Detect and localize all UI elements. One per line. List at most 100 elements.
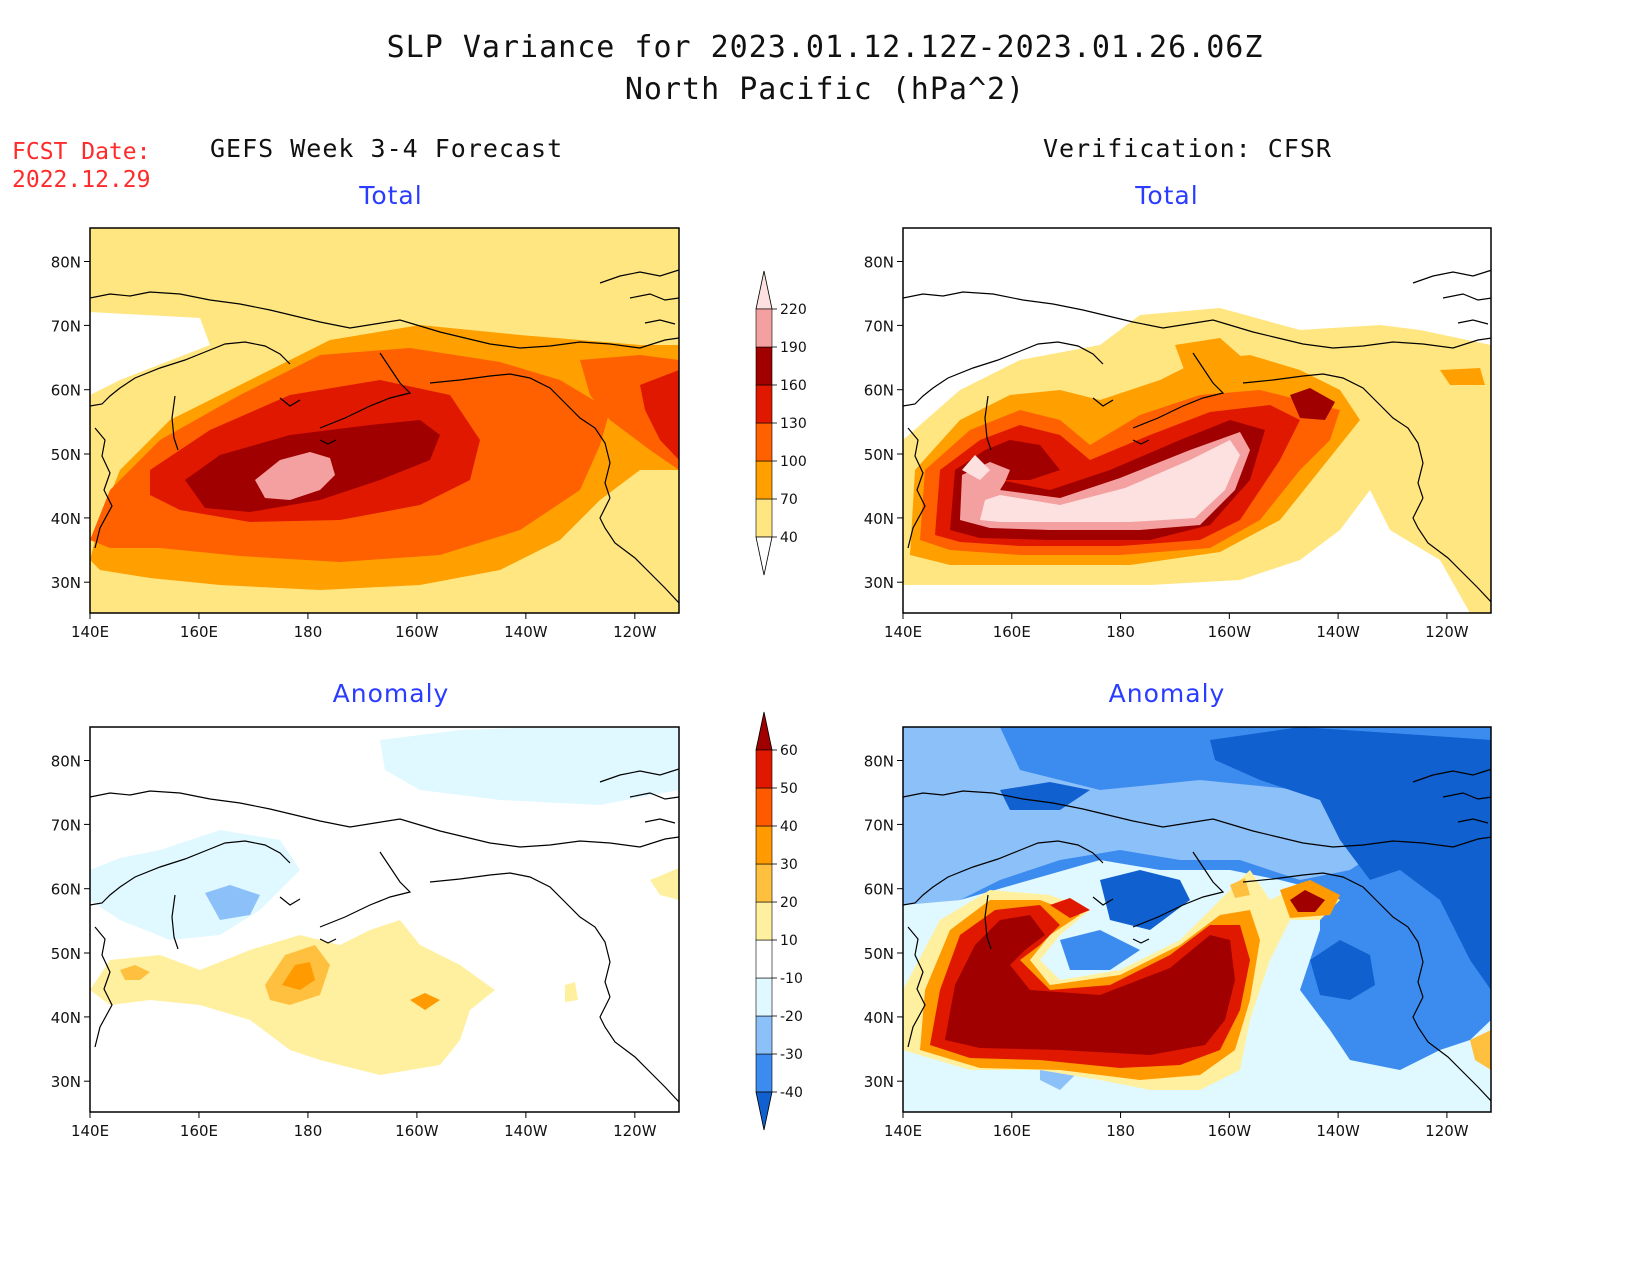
bottom-left-lat-label: 60N bbox=[51, 881, 81, 899]
forecast-date: FCST Date: 2022.12.29 bbox=[12, 138, 150, 194]
top-right-lat-label: 50N bbox=[864, 446, 894, 464]
top-right-subtitle: Total bbox=[1135, 181, 1199, 210]
colorbar-total-swatch bbox=[755, 346, 773, 386]
colorbar-total-swatch bbox=[755, 308, 773, 348]
top-left-lon-label: 120W bbox=[613, 623, 657, 641]
top-left-lon-label: 160W bbox=[395, 623, 439, 641]
top-right-lat-label: 40N bbox=[864, 510, 894, 528]
bottom-left-lon-label: 140E bbox=[71, 1122, 109, 1140]
colorbar-anomaly-label: -40 bbox=[780, 1085, 803, 1101]
top-right-lat-label: 60N bbox=[864, 382, 894, 400]
bottom-left-lon-label: 140W bbox=[504, 1122, 548, 1140]
top-right-lon-label: 160W bbox=[1208, 623, 1252, 641]
bottom-left-lat-label: 70N bbox=[51, 816, 81, 834]
colorbar-anomaly-swatch bbox=[755, 901, 773, 941]
colorbar-total-label: 190 bbox=[780, 340, 807, 356]
colorbar-anomaly-swatch bbox=[755, 977, 773, 1017]
colorbar-anomaly-label: 20 bbox=[780, 895, 798, 911]
bottom-right-lon-label: 160W bbox=[1208, 1122, 1252, 1140]
top-left-lat-label: 30N bbox=[51, 574, 81, 592]
colorbar-total-label: 220 bbox=[780, 302, 807, 318]
colorbar-anomaly-label: 50 bbox=[780, 781, 798, 797]
colorbar-total-swatch bbox=[755, 422, 773, 462]
bottom-right-lon-label: 140W bbox=[1316, 1122, 1360, 1140]
bottom-right-lon-label: 180 bbox=[1106, 1122, 1135, 1140]
colorbar-total-label: 70 bbox=[780, 492, 798, 508]
colorbar-anomaly-swatch bbox=[755, 863, 773, 903]
top-right-lon-label: 180 bbox=[1106, 623, 1135, 641]
bottom-left-lat-label: 40N bbox=[51, 1009, 81, 1027]
bottom-right-lat-label: 30N bbox=[864, 1073, 894, 1091]
colorbar-total-swatch bbox=[755, 384, 773, 424]
forecast-date-label: FCST Date: bbox=[12, 139, 151, 165]
colorbar-total-label: 40 bbox=[780, 530, 798, 546]
left-column-title: GEFS Week 3-4 Forecast bbox=[210, 134, 564, 163]
bottom-right-lon-label: 120W bbox=[1425, 1122, 1469, 1140]
colorbar-total: 40 70 100 130 160 190 220 bbox=[755, 270, 807, 576]
colorbar-anomaly-bottom-arrow bbox=[755, 1091, 773, 1131]
colorbar-anomaly-swatch bbox=[755, 749, 773, 789]
top-right-map bbox=[903, 228, 1491, 613]
top-right-lon-label: 160E bbox=[993, 623, 1031, 641]
bottom-right-lat-label: 60N bbox=[864, 881, 894, 899]
bottom-right-lat-label: 50N bbox=[864, 945, 894, 963]
top-left-lon-label: 140W bbox=[504, 623, 548, 641]
top-right-frame bbox=[902, 227, 1492, 614]
colorbar-anomaly-label: 40 bbox=[780, 819, 798, 835]
colorbar-anomaly-label: 60 bbox=[780, 743, 798, 759]
bottom-right-frame bbox=[902, 726, 1492, 1113]
bottom-left-frame bbox=[89, 726, 680, 1113]
colorbar-total-top-arrow bbox=[755, 270, 773, 310]
bottom-right-lat-label: 40N bbox=[864, 1009, 894, 1027]
colorbar-anomaly-swatch bbox=[755, 787, 773, 827]
colorbar-total-label: 160 bbox=[780, 378, 807, 394]
colorbar-anomaly-label: 30 bbox=[780, 857, 798, 873]
bottom-left-subtitle: Anomaly bbox=[332, 679, 450, 708]
map-axes: 80N 70N 60N 50N 40N 30N 140E 160E 180 160W 140W 120… bbox=[51, 253, 1469, 1140]
top-left-lat-label: 40N bbox=[51, 510, 81, 528]
top-left-subtitle: Total bbox=[359, 181, 423, 210]
forecast-date-value: 2022.12.29 bbox=[12, 167, 151, 193]
top-right-lon-label: 140W bbox=[1316, 623, 1360, 641]
top-left-lat-label: 70N bbox=[51, 317, 81, 335]
top-left-map bbox=[90, 228, 679, 613]
top-left-lon-label: 160E bbox=[180, 623, 218, 641]
colorbar-total-label: 100 bbox=[780, 454, 807, 470]
bottom-right-lat-label: 80N bbox=[864, 752, 894, 770]
top-left-lon-label: 180 bbox=[294, 623, 323, 641]
bottom-right-subtitle: Anomaly bbox=[1108, 679, 1226, 708]
bottom-left-lat-label: 80N bbox=[51, 752, 81, 770]
bottom-left-lat-label: 30N bbox=[51, 1073, 81, 1091]
colorbar-anomaly-label: -10 bbox=[780, 971, 803, 987]
colorbar-total-label: 130 bbox=[780, 416, 807, 432]
bottom-right-lon-label: 160E bbox=[993, 1122, 1031, 1140]
main-title: SLP Variance for 2023.01.12.12Z-2023.01.… bbox=[386, 30, 1264, 65]
bottom-right-map bbox=[903, 727, 1491, 1112]
colorbar-anomaly-swatch bbox=[755, 1015, 773, 1055]
bottom-left-lon-label: 160E bbox=[180, 1122, 218, 1140]
bottom-left-lon-label: 120W bbox=[613, 1122, 657, 1140]
colorbar-anomaly-label: -20 bbox=[780, 1009, 803, 1025]
colorbar-anomaly-label: 10 bbox=[780, 933, 798, 949]
right-column-title: Verification: CFSR bbox=[1043, 134, 1332, 163]
top-right-lat-label: 80N bbox=[864, 253, 894, 271]
bottom-left-lat-label: 50N bbox=[51, 945, 81, 963]
top-left-frame bbox=[89, 227, 680, 614]
top-right-lon-label: 140E bbox=[884, 623, 922, 641]
bottom-right-lon-label: 140E bbox=[884, 1122, 922, 1140]
top-left-lon-label: 140E bbox=[71, 623, 109, 641]
colorbar-anomaly-swatch bbox=[755, 939, 773, 979]
bottom-left-lon-label: 160W bbox=[395, 1122, 439, 1140]
top-right-lat-label: 70N bbox=[864, 317, 894, 335]
colorbar-total-swatch bbox=[755, 498, 773, 538]
top-right-lon-label: 120W bbox=[1425, 623, 1469, 641]
top-left-lat-label: 80N bbox=[51, 253, 81, 271]
top-right-lat-label: 30N bbox=[864, 574, 894, 592]
bottom-left-map bbox=[90, 727, 679, 1112]
colorbar-total-bottom-arrow bbox=[755, 536, 773, 576]
colorbar-anomaly: -40 -30 -20 -10 10 20 30 40 50 60 bbox=[755, 711, 803, 1131]
top-left-lat-label: 50N bbox=[51, 446, 81, 464]
bottom-right-lat-label: 70N bbox=[864, 816, 894, 834]
top-left-lat-label: 60N bbox=[51, 382, 81, 400]
